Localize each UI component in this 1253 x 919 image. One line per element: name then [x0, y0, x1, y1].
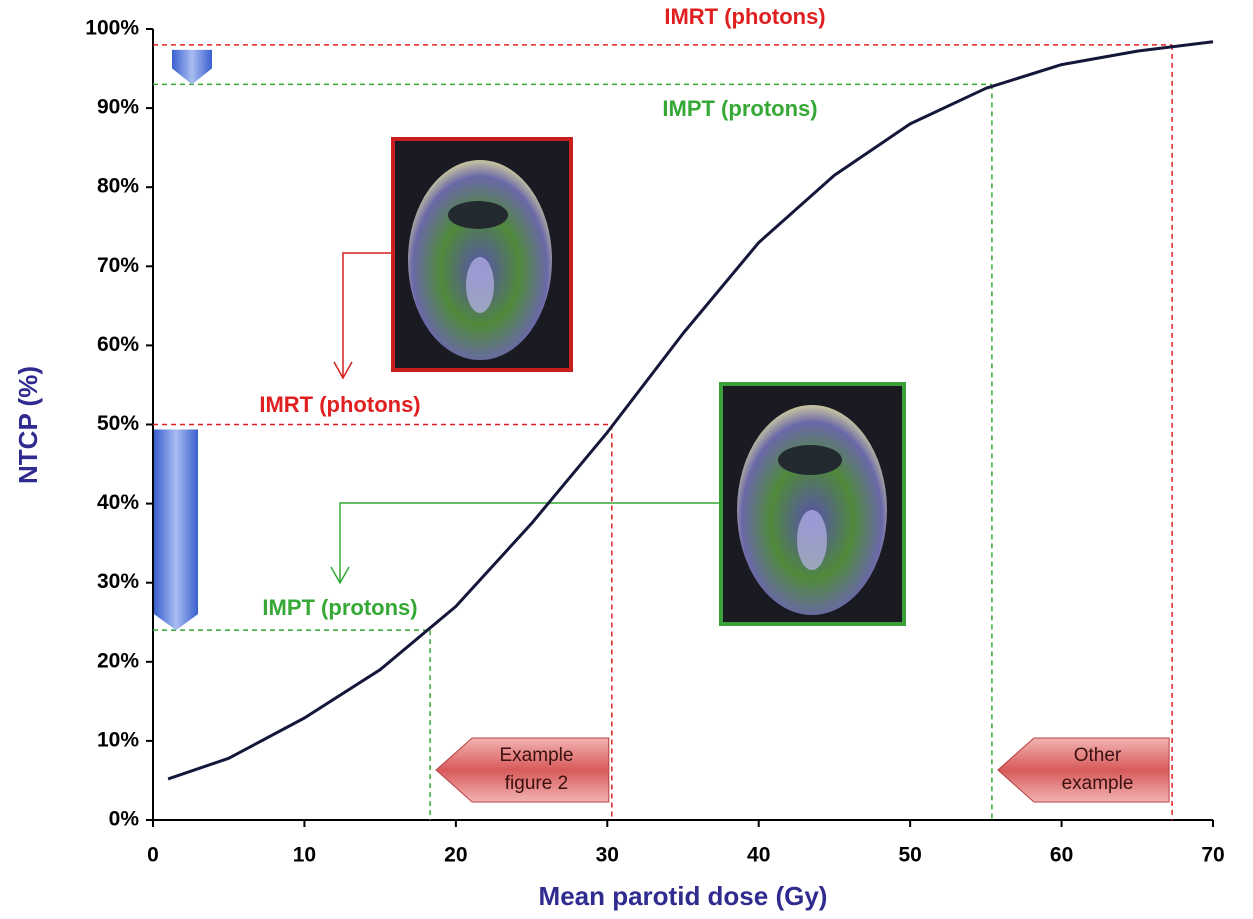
x-tick-label: 50: [898, 844, 921, 867]
y-tick-label: 40%: [97, 491, 139, 514]
x-tick-label: 10: [293, 844, 316, 867]
connector-green: [331, 503, 721, 583]
x-axis-title: Mean parotid dose (Gy): [539, 881, 828, 911]
y-tick-label: 100%: [85, 17, 139, 40]
reference-label: IMRT (photons): [664, 4, 825, 29]
y-tick-label: 0%: [109, 808, 140, 831]
callout-text: example: [1062, 773, 1134, 794]
x-tick-label: 0: [147, 844, 159, 867]
y-axis-title: NTCP (%): [13, 366, 43, 484]
callout-text: Other: [1074, 745, 1122, 766]
x-tick-label: 20: [444, 844, 467, 867]
reference-label: IMPT (protons): [662, 96, 817, 121]
callout: Example figure 2: [436, 738, 609, 802]
y-tick-label: 50%: [97, 412, 139, 435]
y-tick-label: 70%: [97, 254, 139, 277]
x-tick-label: 30: [596, 844, 619, 867]
y-tick-label: 80%: [97, 175, 139, 198]
ct-image-imrt: [393, 139, 571, 370]
ct-image-impt: [721, 384, 904, 624]
y-tick-label: 20%: [97, 649, 139, 672]
y-tick-label: 90%: [97, 96, 139, 119]
y-tick-label: 10%: [97, 728, 139, 751]
x-tick-label: 40: [747, 844, 770, 867]
reference-label: IMRT (photons): [259, 392, 420, 417]
connector-red: [334, 253, 393, 378]
change-arrow: [172, 50, 212, 85]
change-arrow: [154, 430, 198, 631]
callout: Other example: [998, 738, 1169, 802]
x-tick-label: 70: [1201, 844, 1224, 867]
y-tick-label: 30%: [97, 570, 139, 593]
callout-text: Example: [500, 745, 574, 766]
chart: NTCP (%) Mean parotid dose (Gy) 0% 10% 20%…: [0, 0, 1253, 919]
reference-label: IMPT (protons): [262, 595, 417, 620]
x-tick-label: 60: [1050, 844, 1073, 867]
callout-text: figure 2: [505, 773, 568, 794]
y-tick-label: 60%: [97, 333, 139, 356]
